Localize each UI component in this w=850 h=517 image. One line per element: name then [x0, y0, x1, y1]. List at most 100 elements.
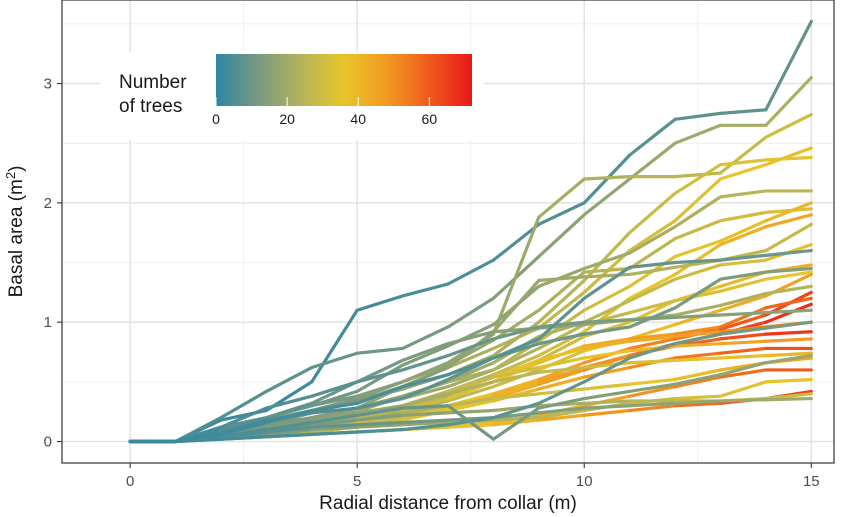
series-segment — [537, 396, 586, 410]
series-segment — [764, 155, 813, 162]
series-segment — [310, 401, 359, 413]
series-segment — [673, 277, 723, 310]
series-segment — [537, 413, 586, 422]
series-segment — [718, 398, 768, 403]
series-line-19 — [128, 308, 813, 444]
series-segment — [310, 413, 359, 425]
series-segment — [582, 339, 632, 351]
series-segment — [264, 401, 314, 420]
series-segment — [310, 411, 359, 422]
series-segment — [264, 408, 314, 425]
color-legend: Number of trees 0 20 40 60 — [100, 52, 484, 140]
series-segment — [400, 411, 450, 417]
series-segment — [764, 320, 813, 330]
y-axis-title-superscript: 2 — [3, 172, 18, 179]
series-segment — [673, 289, 723, 303]
series-segment — [582, 325, 632, 336]
series-segment — [582, 399, 632, 405]
series-line-13 — [128, 270, 813, 444]
series-segment — [673, 258, 723, 265]
series-segment — [491, 325, 541, 341]
series-segment — [446, 375, 496, 394]
series-segment — [537, 408, 586, 420]
series-segment — [491, 416, 541, 422]
series-segment — [718, 258, 768, 267]
series-segment — [355, 346, 405, 355]
series-segment — [582, 251, 632, 271]
series-segment — [673, 330, 723, 339]
series-segment — [764, 392, 813, 401]
series-segment — [764, 213, 813, 229]
series-segment — [491, 377, 541, 396]
series-segment — [673, 342, 723, 348]
series-segment — [264, 416, 314, 427]
series-segment — [673, 111, 723, 121]
series-segment — [537, 296, 586, 341]
series-segment — [628, 334, 677, 343]
series-segment — [400, 354, 450, 372]
series-segment — [628, 272, 677, 300]
series-segment — [355, 427, 405, 434]
series-line-34 — [128, 248, 813, 444]
series-segment — [673, 373, 723, 386]
series-segment — [355, 404, 405, 415]
series-segment — [628, 117, 677, 157]
series-segment — [264, 432, 314, 439]
series-segment — [446, 404, 496, 441]
series-segment — [718, 339, 768, 346]
series-segment — [673, 123, 723, 145]
series-segment — [582, 365, 632, 379]
series-segment — [537, 322, 586, 351]
series-segment — [355, 294, 405, 312]
series-segment — [718, 368, 768, 379]
series-segment — [718, 225, 768, 247]
series-segment — [764, 19, 813, 112]
series-segment — [718, 135, 768, 175]
series-segment — [446, 346, 496, 370]
series-segment — [355, 380, 405, 401]
legend-ticks: 0 20 40 60 — [212, 97, 437, 127]
series-segment — [446, 330, 496, 370]
series-segment — [764, 201, 813, 223]
series-segment — [310, 351, 359, 370]
series-segment — [400, 342, 450, 362]
legend-tick-label: 0 — [212, 111, 220, 127]
series-segment — [673, 332, 723, 346]
series-segment — [173, 432, 223, 444]
series-segment — [673, 351, 723, 360]
series-segment — [764, 396, 813, 402]
series-segment — [764, 284, 813, 296]
series-segment — [446, 368, 496, 389]
series-segment — [537, 213, 586, 259]
series-segment — [673, 219, 723, 241]
legend-tick-label: 40 — [350, 111, 366, 127]
series-segment — [355, 385, 405, 405]
series-line-32 — [128, 354, 813, 444]
series-segment — [764, 266, 813, 274]
series-segment — [582, 177, 632, 217]
series-segment — [491, 401, 541, 420]
series-line-3 — [128, 112, 813, 444]
series-segment — [355, 396, 405, 410]
series-segment — [582, 299, 632, 324]
series-segment — [491, 337, 541, 360]
series-segment — [400, 325, 450, 351]
series-segment — [628, 377, 677, 386]
series-segment — [400, 404, 450, 410]
series-segment — [355, 413, 405, 422]
series-segment — [355, 423, 405, 429]
series-segment — [491, 346, 541, 372]
series-segment — [628, 299, 677, 315]
series-segment — [491, 308, 541, 342]
series-segment — [219, 427, 268, 439]
series-segment — [537, 334, 586, 362]
series-line-2 — [128, 75, 813, 444]
series-segment — [446, 396, 496, 408]
y-tick-label: 1 — [44, 314, 52, 331]
series-segment — [582, 318, 632, 324]
legend-tick-label: 60 — [422, 111, 438, 127]
series-segment — [673, 356, 723, 362]
series-segment — [400, 377, 450, 401]
series-segment — [264, 425, 314, 434]
series-segment — [537, 332, 586, 346]
